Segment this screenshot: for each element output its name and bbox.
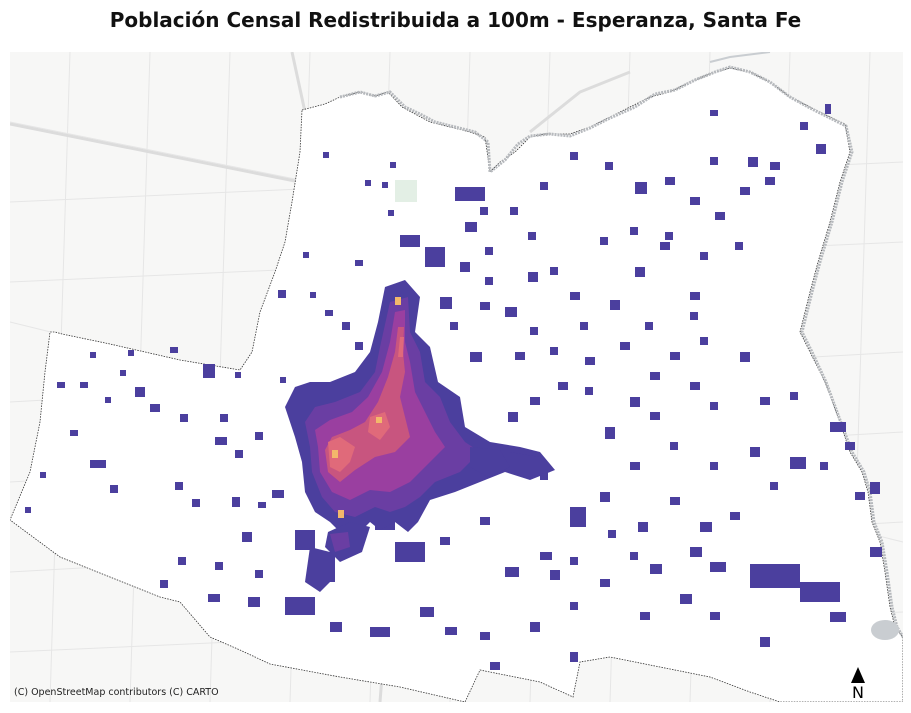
map-canvas[interactable] xyxy=(10,52,903,702)
map-attribution: (C) OpenStreetMap contributors (C) CARTO xyxy=(14,687,219,698)
city-core xyxy=(285,280,555,592)
municipality-area xyxy=(10,67,903,702)
park xyxy=(395,180,417,202)
lake xyxy=(871,620,899,640)
river xyxy=(339,65,903,638)
north-arrow-icon xyxy=(851,667,865,683)
population-grid xyxy=(25,104,882,670)
river-branch xyxy=(709,52,771,63)
north-arrow: N xyxy=(848,665,868,703)
north-label: N xyxy=(852,683,864,702)
map-title: Población Censal Redistribuida a 100m - … xyxy=(109,8,802,32)
basemap-svg xyxy=(10,52,903,702)
